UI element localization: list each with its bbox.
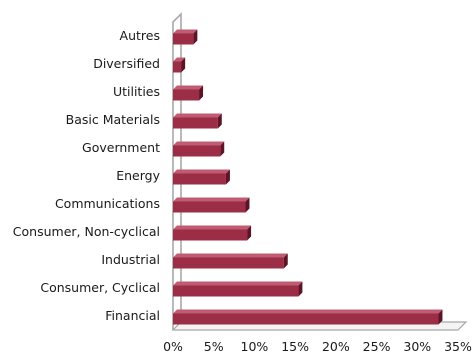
bar — [173, 169, 230, 185]
x-tick-label: 10% — [241, 339, 269, 354]
bar-front — [173, 61, 182, 73]
bar-top — [173, 57, 186, 62]
category-label: Financial — [105, 308, 160, 323]
x-tick-label: 5% — [204, 339, 224, 354]
x-tick-labels: 0% 5% 10% 15% 20% 25% 30% 35% — [163, 339, 472, 354]
x-tick-label: 30% — [403, 339, 431, 354]
bar-top — [173, 113, 222, 118]
x-tick-label: 20% — [322, 339, 350, 354]
bar-side — [181, 57, 186, 73]
bar-side — [220, 141, 225, 157]
bar-front — [173, 145, 221, 157]
bar-top — [173, 141, 225, 146]
bar — [173, 281, 303, 297]
bar — [173, 113, 222, 129]
bar — [173, 57, 186, 73]
category-label: Autres — [120, 28, 160, 43]
category-label: Communications — [55, 196, 160, 211]
bar-side — [247, 225, 252, 241]
bar — [173, 85, 204, 101]
bar-side — [225, 169, 230, 185]
bar-front — [173, 257, 284, 269]
category-label: Consumer, Non-cyclical — [13, 224, 160, 239]
x-tick-label: 15% — [281, 339, 309, 354]
bar-side — [283, 253, 288, 269]
category-label: Diversified — [93, 56, 160, 71]
category-label: Utilities — [113, 84, 160, 99]
bar-top — [173, 85, 204, 90]
x-tick-label: 0% — [163, 339, 183, 354]
bar — [173, 253, 288, 269]
category-label: Government — [82, 140, 160, 155]
bar-side — [193, 29, 198, 45]
bar — [173, 197, 250, 213]
x-tick-label: 25% — [363, 339, 391, 354]
bar-top — [173, 225, 252, 230]
bar-front — [173, 173, 226, 185]
bar-front — [173, 285, 299, 297]
bar — [173, 225, 252, 241]
bar-front — [173, 229, 248, 241]
category-label: Consumer, Cyclical — [40, 280, 160, 295]
bar-side — [438, 309, 443, 325]
bar-front — [173, 313, 439, 325]
bar-front — [173, 117, 218, 129]
bar-top — [173, 197, 250, 202]
category-label: Industrial — [101, 252, 160, 267]
category-label: Basic Materials — [66, 112, 160, 127]
chart-bars — [173, 29, 443, 325]
bar-front — [173, 33, 194, 45]
category-label: Energy — [116, 168, 160, 183]
bar — [173, 141, 225, 157]
bar-top — [173, 169, 230, 174]
bar-front — [173, 89, 200, 101]
bar-side — [245, 197, 250, 213]
x-tick-label: 35% — [444, 339, 472, 354]
category-labels: Autres Diversified Utilities Basic Material… — [13, 28, 161, 323]
bar-side — [199, 85, 204, 101]
bar-side — [298, 281, 303, 297]
bar-top — [173, 309, 443, 314]
bar-top — [173, 253, 288, 258]
bar-top — [173, 281, 303, 286]
bar-side — [217, 113, 222, 129]
bar-front — [173, 201, 246, 213]
bar — [173, 309, 443, 325]
bar-top — [173, 29, 198, 34]
bar — [173, 29, 198, 45]
